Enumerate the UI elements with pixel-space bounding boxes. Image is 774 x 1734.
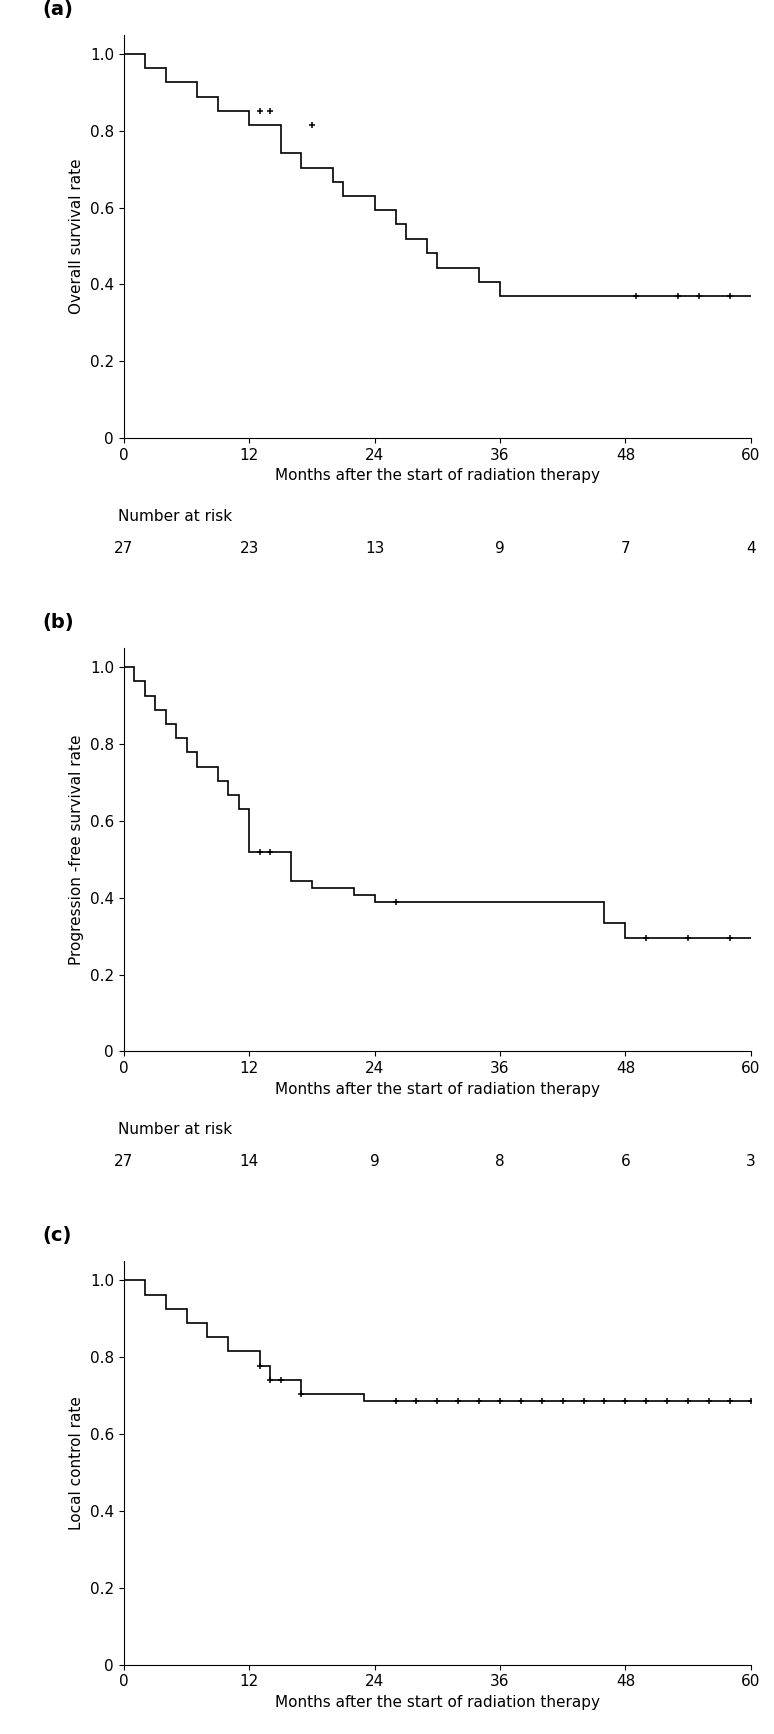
Text: 9: 9 <box>495 541 505 557</box>
Text: (b): (b) <box>43 612 74 631</box>
Text: Number at risk: Number at risk <box>118 508 231 524</box>
Text: 9: 9 <box>370 1155 379 1169</box>
Text: 23: 23 <box>239 541 259 557</box>
Text: (a): (a) <box>43 0 74 19</box>
X-axis label: Months after the start of radiation therapy: Months after the start of radiation ther… <box>275 1694 600 1710</box>
Text: 3: 3 <box>746 1155 755 1169</box>
Text: 8: 8 <box>495 1155 505 1169</box>
Text: 14: 14 <box>240 1155 259 1169</box>
Text: Number at risk: Number at risk <box>118 1122 231 1138</box>
Text: 27: 27 <box>115 1155 133 1169</box>
X-axis label: Months after the start of radiation therapy: Months after the start of radiation ther… <box>275 1082 600 1096</box>
Text: 27: 27 <box>115 541 133 557</box>
Text: 4: 4 <box>746 541 755 557</box>
Y-axis label: Overall survival rate: Overall survival rate <box>70 158 84 314</box>
Y-axis label: Local control rate: Local control rate <box>70 1396 84 1529</box>
Text: 13: 13 <box>365 541 385 557</box>
X-axis label: Months after the start of radiation therapy: Months after the start of radiation ther… <box>275 468 600 484</box>
Y-axis label: Progression -free survival rate: Progression -free survival rate <box>70 735 84 964</box>
Text: (c): (c) <box>43 1226 72 1245</box>
Text: 7: 7 <box>621 541 630 557</box>
Text: 6: 6 <box>621 1155 630 1169</box>
